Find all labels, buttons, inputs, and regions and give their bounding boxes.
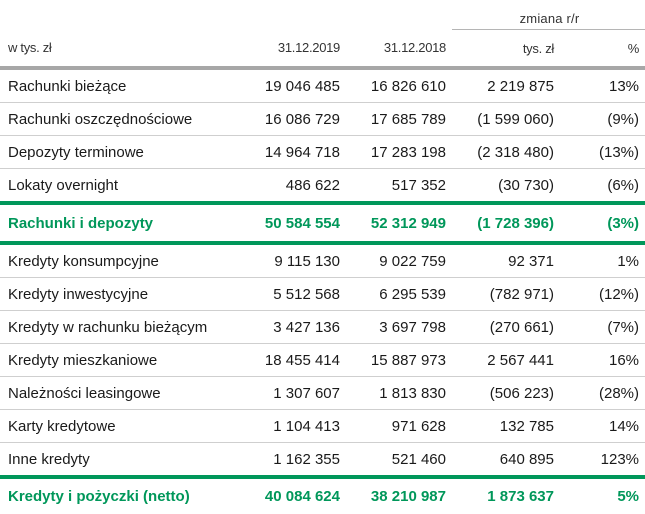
table-row: Kredyty mieszkaniowe 18 455 414 15 887 973… bbox=[0, 343, 645, 377]
table-row: Lokaty overnight 486 622 517 352 (30 730) (6… bbox=[0, 169, 645, 202]
deposits-total-row: Rachunki i depozyty 50 584 554 52 312 949 (… bbox=[0, 205, 645, 241]
value-2018: 15 887 973 bbox=[346, 343, 452, 377]
value-2019: 19 046 485 bbox=[244, 70, 346, 103]
row-label: Depozyty terminowe bbox=[0, 135, 244, 169]
value-2018: 521 460 bbox=[391, 450, 446, 468]
value-2018: 9 022 759 bbox=[346, 245, 452, 278]
change-abs: (270 661) bbox=[452, 310, 560, 344]
value-2019: 18 455 414 bbox=[244, 343, 346, 377]
table-row: Kredyty w rachunku bieżącym 3 427 136 3 69… bbox=[0, 310, 645, 344]
value-2019: 3 427 136 bbox=[244, 310, 346, 344]
row-label: Kredyty konsumpcyjne bbox=[0, 245, 244, 278]
change-abs: 132 785 bbox=[452, 409, 560, 443]
value-2018: 52 312 949 bbox=[370, 214, 446, 232]
table-row: Kredyty inwestycyjne 5 512 568 6 295 539 (7… bbox=[0, 277, 645, 311]
change-pct: (7%) bbox=[560, 310, 645, 344]
green-separator bbox=[0, 241, 645, 245]
value-2018: 16 826 610 bbox=[346, 70, 452, 103]
yoy-change-group-label: zmiana r/r bbox=[452, 0, 645, 30]
col-change-pct-header: % bbox=[627, 40, 640, 56]
change-pct: (28%) bbox=[560, 376, 645, 410]
value-2019: 1 104 413 bbox=[244, 409, 346, 443]
header-group-row: zmiana r/r bbox=[0, 0, 645, 30]
value-2018: 3 697 798 bbox=[346, 310, 452, 344]
change-pct: (12%) bbox=[560, 277, 645, 311]
change-abs: (30 730) bbox=[498, 176, 554, 194]
loans-total-row: Kredyty i pożyczki (netto) 40 084 624 38 2… bbox=[0, 479, 645, 513]
row-label: Kredyty inwestycyjne bbox=[0, 277, 244, 311]
table-row: Rachunki oszczędnościowe 16 086 729 17 685… bbox=[0, 102, 645, 136]
col-change-abs-header: tys. zł bbox=[522, 40, 554, 56]
value-2018: 17 283 198 bbox=[346, 135, 452, 169]
row-label: Rachunki i depozyty bbox=[8, 214, 154, 232]
value-2019: 486 622 bbox=[285, 176, 340, 194]
change-abs: 2 567 441 bbox=[452, 343, 560, 377]
value-2018: 38 210 987 bbox=[370, 487, 446, 505]
value-2018: 517 352 bbox=[391, 176, 446, 194]
change-pct: (3%) bbox=[607, 214, 640, 232]
green-separator bbox=[0, 201, 645, 205]
change-abs: 92 371 bbox=[452, 245, 560, 278]
change-abs: (506 223) bbox=[452, 376, 560, 410]
value-2018: 971 628 bbox=[346, 409, 452, 443]
value-2018: 1 813 830 bbox=[346, 376, 452, 410]
row-label: Należności leasingowe bbox=[0, 376, 244, 410]
change-abs: 1 873 637 bbox=[487, 487, 554, 505]
change-pct: 5% bbox=[617, 487, 640, 505]
value-2019: 1 307 607 bbox=[244, 376, 346, 410]
value-2019: 9 115 130 bbox=[244, 245, 346, 278]
table-row: Należności leasingowe 1 307 607 1 813 830(… bbox=[0, 376, 645, 410]
change-pct: (6%) bbox=[607, 176, 640, 194]
table-row: Depozyty terminowe 14 964 718 17 283 198 (2… bbox=[0, 135, 645, 169]
row-label: Karty kredytowe bbox=[0, 409, 244, 443]
row-label: Kredyty w rachunku bieżącym bbox=[0, 310, 244, 344]
row-label: Kredyty i pożyczki (netto) bbox=[8, 487, 190, 505]
value-2018: 6 295 539 bbox=[346, 277, 452, 311]
table-row: Kredyty konsumpcyjne 9 115 130 9 022 759 92… bbox=[0, 245, 645, 278]
col-2018-header: 31.12.2018 bbox=[383, 40, 446, 56]
change-abs: (2 318 480) bbox=[452, 135, 560, 169]
change-pct: 14% bbox=[560, 409, 645, 443]
green-separator bbox=[0, 475, 645, 479]
value-2019: 50 584 554 bbox=[264, 214, 340, 232]
change-pct: 16% bbox=[560, 343, 645, 377]
change-pct: 1% bbox=[560, 245, 645, 278]
unit-header: w tys. zł bbox=[8, 40, 52, 56]
value-2019: 14 964 718 bbox=[244, 135, 346, 169]
change-abs: 640 895 bbox=[499, 450, 554, 468]
table-row: Inne kredyty 1 162 355 521 460 640 895 123% bbox=[0, 443, 645, 476]
value-2019: 16 086 729 bbox=[244, 102, 346, 136]
value-2019: 40 084 624 bbox=[264, 487, 340, 505]
change-pct: (13%) bbox=[560, 135, 645, 169]
col-2019-header: 31.12.2019 bbox=[277, 40, 340, 56]
change-abs: (1 599 060) bbox=[452, 102, 560, 136]
change-abs: 2 219 875 bbox=[452, 70, 560, 103]
row-label: Inne kredyty bbox=[8, 450, 90, 468]
change-abs: (1 728 396) bbox=[477, 214, 554, 232]
change-abs: (782 971) bbox=[452, 277, 560, 311]
value-2019: 5 512 568 bbox=[244, 277, 346, 311]
change-pct: 123% bbox=[600, 450, 640, 468]
table-row: Karty kredytowe 1 104 413 971 628 132 785 14… bbox=[0, 409, 645, 443]
change-pct: (9%) bbox=[560, 102, 645, 136]
row-label: Rachunki oszczędnościowe bbox=[0, 102, 244, 136]
header-rule bbox=[0, 66, 645, 70]
row-label: Rachunki bieżące bbox=[0, 70, 244, 103]
row-label: Kredyty mieszkaniowe bbox=[0, 343, 244, 377]
value-2019: 1 162 355 bbox=[273, 450, 340, 468]
value-2018: 17 685 789 bbox=[346, 102, 452, 136]
column-header-row: w tys. zł 31.12.2019 31.12.2018 tys. zł … bbox=[0, 30, 645, 67]
table-row: Rachunki bieżące 19 046 485 16 826 610 2 21… bbox=[0, 70, 645, 103]
change-pct: 13% bbox=[560, 70, 645, 103]
row-label: Lokaty overnight bbox=[8, 176, 119, 194]
